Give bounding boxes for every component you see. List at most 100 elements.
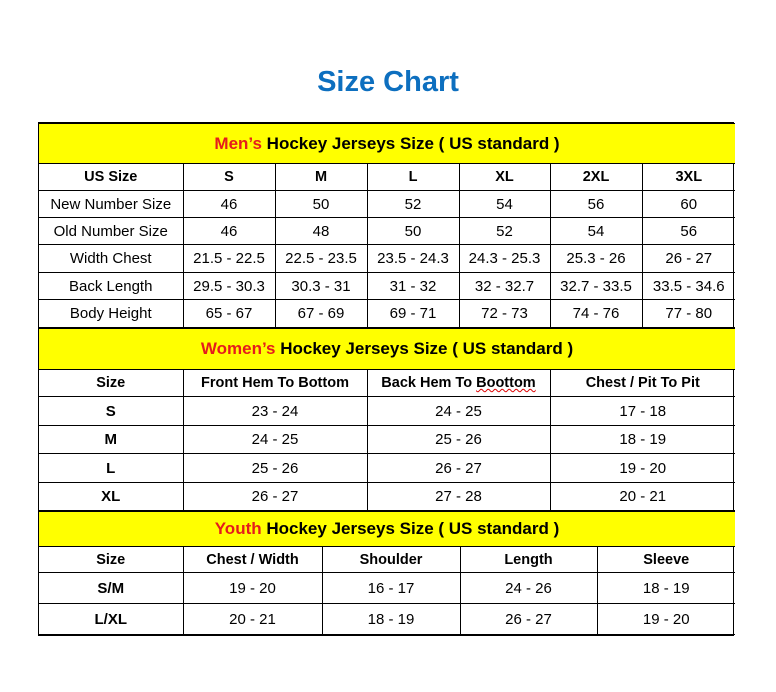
table-cell: 16 - 17 [321,572,461,604]
column-header-label: Sleeve [643,551,690,568]
section-title: Men’s Hockey Jerseys Size ( US standard … [39,123,735,164]
table-cell: 20 - 21 [549,482,736,511]
table-cell: 27 - 28 [366,482,551,511]
column-header-label: Chest / Width [206,551,299,568]
table-cell: 23.5 - 24.3 [366,244,460,273]
table-cell: 24 - 26 [459,572,598,604]
table-row: L 25 - 26 26 - 27 19 - 20 [39,453,736,483]
table-cell: 24.3 - 25.3 [458,244,551,273]
column-header: 2XL [549,163,643,191]
column-header-label: Chest / Pit To Pit [585,375,700,391]
table-cell: 17 - 18 [549,396,736,426]
column-header: US Size [39,163,184,191]
row-label: New Number Size [39,190,184,218]
table-cell: 77 - 80 [641,299,735,328]
table-cell: 25.3 - 26 [549,244,643,273]
row-label: XL [39,482,184,511]
table-row: Body Height 65 - 67 67 - 69 69 - 71 72 - 73 7… [39,299,735,328]
table-cell: 50 [274,190,368,218]
row-label: Width Chest [39,244,184,273]
column-header: Chest / Pit To Pit [549,369,736,397]
table-cell: 60 [641,190,735,218]
table-cell: 46 [182,217,276,245]
column-header-label: Size [96,551,126,568]
table-cell: 32.7 - 33.5 [549,272,643,300]
table-cell: 52 [366,190,460,218]
table-row: S 23 - 24 24 - 25 17 - 18 [39,396,736,426]
table-row: Back Length 29.5 - 30.3 30.3 - 31 31 - 32 32… [39,272,735,300]
row-label: Back Length [39,272,184,300]
table-cell: 20 - 21 [182,603,323,635]
row-label: S/M [39,572,184,604]
column-header: S [182,163,276,191]
women-section-banner: Women’s Hockey Jerseys Size ( US standar… [39,328,736,370]
section-title-highlight: Women’s [200,339,276,358]
table-cell: 50 [366,217,460,245]
table-row: M 24 - 25 25 - 26 18 - 19 [39,425,736,454]
column-header-label: 2XL [582,169,610,185]
section-title-rest: Hockey Jerseys Size ( US standard ) [261,519,560,538]
column-header-label: Length [504,551,553,568]
section-title-highlight: Men’s [214,133,262,153]
row-label: Old Number Size [39,217,184,245]
column-header: M [274,163,368,191]
column-header-label: Shoulder [359,551,423,568]
table-cell: 26 - 27 [641,244,735,273]
table-cell: 31 - 32 [366,272,460,300]
table-cell: 69 - 71 [366,299,460,328]
table-header-row: US Size S M L XL 2XL 3XL [39,163,735,191]
column-header: Chest / Width [182,546,323,573]
table-header-row: Size Chest / Width Shoulder Length Sleeve [39,546,736,573]
row-label: L [39,453,184,483]
table-cell: 25 - 26 [366,425,551,454]
column-header-label: Front Hem To Bottom [201,375,349,391]
table-cell: 32 - 32.7 [458,272,551,300]
women-size-table: Women’s Hockey Jerseys Size ( US standar… [39,328,736,511]
table-cell: 26 - 27 [182,482,368,511]
column-header: L [366,163,460,191]
size-chart: Men’s Hockey Jerseys Size ( US standard … [38,122,736,636]
section-title-highlight: Youth [214,519,262,538]
table-row: XL 26 - 27 27 - 28 20 - 21 [39,482,736,511]
table-row: Width Chest 21.5 - 22.5 22.5 - 23.5 23.5 - … [39,244,735,273]
row-label: S [39,396,184,426]
column-header-label: Back Hem To Boottom [381,375,536,391]
column-header: 3XL [641,163,735,191]
table-cell: 54 [458,190,551,218]
row-label: M [39,425,184,454]
column-header: Size [39,369,184,397]
table-cell: 25 - 26 [182,453,368,483]
column-header: Size [39,546,184,573]
column-header-label: L [408,169,418,185]
table-cell: 29.5 - 30.3 [182,272,276,300]
section-title: Women’s Hockey Jerseys Size ( US standar… [39,328,736,370]
table-cell: 30.3 - 31 [274,272,368,300]
column-header-label: US Size [84,169,138,185]
table-cell: 18 - 19 [549,425,736,454]
table-row: S/M 19 - 20 16 - 17 24 - 26 18 - 19 [39,572,736,604]
table-cell: 56 [549,190,643,218]
section-title: Youth Hockey Jerseys Size ( US standard … [39,511,736,547]
column-header-label: S [224,169,234,185]
table-cell: 56 [641,217,735,245]
table-cell: 24 - 25 [366,396,551,426]
youth-size-table: Youth Hockey Jerseys Size ( US standard … [39,511,736,635]
column-header-label: Size [96,375,126,391]
column-header-label: M [314,169,328,185]
column-header: Front Hem To Bottom [182,369,368,397]
column-header: XL [458,163,551,191]
table-cell: 19 - 20 [549,453,736,483]
youth-section-banner: Youth Hockey Jerseys Size ( US standard … [39,511,736,547]
table-cell: 72 - 73 [458,299,551,328]
column-header: Back Hem To Boottom [366,369,551,397]
row-label: Body Height [39,299,184,328]
table-cell: 67 - 69 [274,299,368,328]
table-cell: 24 - 25 [182,425,368,454]
section-title-rest: Hockey Jerseys Size ( US standard ) [261,133,560,153]
table-cell: 18 - 19 [321,603,461,635]
column-header: Shoulder [321,546,461,573]
table-cell: 54 [549,217,643,245]
table-row: L/XL 20 - 21 18 - 19 26 - 27 19 - 20 [39,603,736,635]
spellcheck-underline: Boottom [476,375,536,391]
table-cell: 48 [274,217,368,245]
